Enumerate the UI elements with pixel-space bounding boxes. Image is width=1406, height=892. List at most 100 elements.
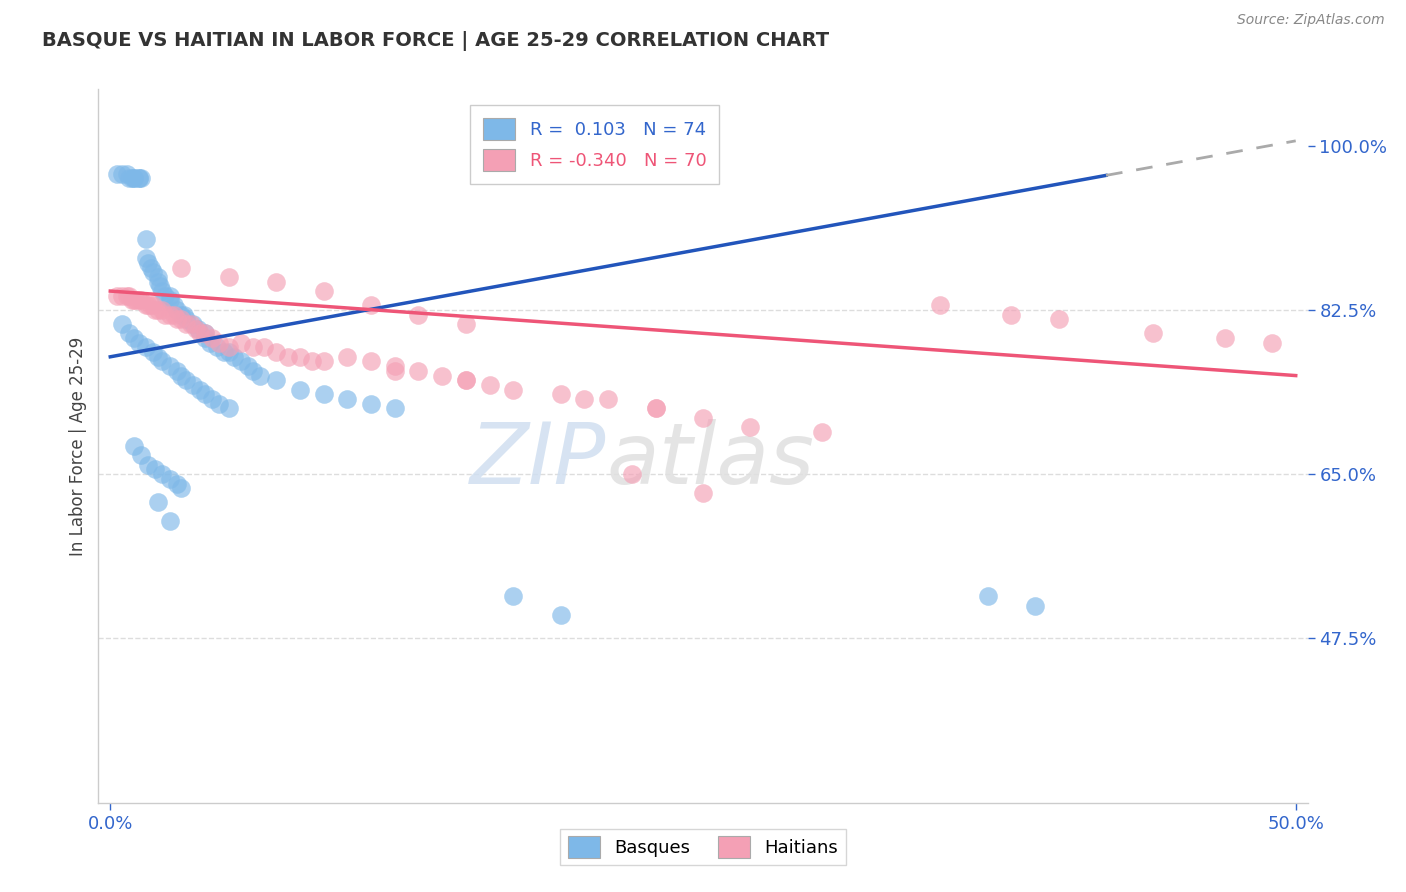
Point [174,312,197,326]
Point [166,476,188,491]
Point [180,317,202,331]
Point [205,340,228,354]
Point [159,472,181,486]
Point [1024,599,1046,613]
Point [454,373,477,387]
Point [218,345,240,359]
Point [194,387,217,401]
Point [1047,312,1070,326]
Legend: R =  0.103   N = 74, R = -0.340   N = 70: R = 0.103 N = 74, R = -0.340 N = 70 [470,105,718,184]
Point [253,340,276,354]
Point [136,298,159,312]
Point [644,401,666,416]
Point [478,378,501,392]
Point [159,359,181,374]
Point [194,326,217,341]
Point [194,331,217,345]
Point [312,284,335,298]
Point [644,401,666,416]
Point [152,354,174,368]
Point [288,383,311,397]
Point [929,298,952,312]
Point [242,340,264,354]
Point [208,397,231,411]
Point [181,378,204,392]
Point [236,359,259,374]
Point [360,397,382,411]
Point [166,312,188,326]
Point [692,486,714,500]
Point [301,354,323,368]
Point [312,387,335,401]
Point [181,317,204,331]
Point [128,335,150,350]
Text: Source: ZipAtlas.com: Source: ZipAtlas.com [1237,13,1385,28]
Point [194,326,217,341]
Point [264,345,287,359]
Point [360,354,382,368]
Point [111,317,134,331]
Point [121,171,143,186]
Point [146,275,169,289]
Point [146,302,169,317]
Legend: Basques, Haitians: Basques, Haitians [561,829,845,865]
Point [432,368,454,383]
Point [159,293,181,308]
Point [212,345,235,359]
Point [550,607,572,622]
Point [187,321,209,335]
Point [122,171,145,186]
Point [190,326,212,341]
Point [173,308,195,322]
Point [184,321,207,335]
Point [384,401,406,416]
Point [454,317,477,331]
Point [129,171,152,186]
Point [153,289,176,303]
Point [152,302,174,317]
Point [264,373,287,387]
Point [288,350,311,364]
Y-axis label: In Labor Force | Age 25-29: In Labor Force | Age 25-29 [69,336,87,556]
Point [142,345,165,359]
Point [146,270,169,285]
Point [163,298,186,312]
Point [170,308,193,322]
Point [143,302,166,317]
Point [174,373,197,387]
Point [249,368,271,383]
Point [115,167,138,181]
Point [125,293,148,308]
Point [170,312,193,326]
Point [135,232,157,246]
Point [136,256,159,270]
Point [136,458,159,472]
Text: atlas: atlas [606,418,814,502]
Point [620,467,643,482]
Point [1261,335,1284,350]
Point [201,331,224,345]
Point [190,383,212,397]
Point [336,350,359,364]
Point [135,340,157,354]
Point [170,368,193,383]
Point [121,293,143,308]
Point [122,439,145,453]
Point [1142,326,1164,341]
Point [692,410,714,425]
Point [502,383,524,397]
Point [146,350,169,364]
Point [122,331,145,345]
Point [152,467,174,482]
Point [174,317,197,331]
Point [128,293,150,308]
Point [550,387,572,401]
Point [128,171,150,186]
Point [740,420,762,434]
Point [118,289,141,303]
Point [408,308,430,322]
Point [198,335,221,350]
Text: BASQUE VS HAITIAN IN LABOR FORCE | AGE 25-29 CORRELATION CHART: BASQUE VS HAITIAN IN LABOR FORCE | AGE 2… [42,31,830,51]
Point [598,392,620,406]
Point [976,589,998,603]
